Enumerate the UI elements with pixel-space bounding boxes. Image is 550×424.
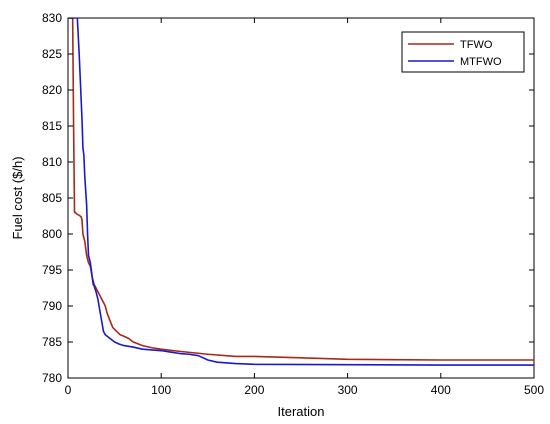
- y-tick-label: 785: [42, 335, 62, 349]
- x-tick-label: 500: [524, 383, 544, 397]
- legend: TFWO MTFWO: [401, 31, 525, 73]
- legend-label-tfwo: TFWO: [460, 39, 493, 51]
- series-line-mtfwo: [68, 18, 534, 366]
- legend-label-mtfwo: MTFWO: [460, 56, 502, 68]
- x-tick-label: 200: [244, 383, 264, 397]
- y-tick-label: 795: [42, 263, 62, 277]
- x-tick-label: 300: [338, 383, 358, 397]
- y-tick-label: 780: [42, 371, 62, 385]
- plot-frame: [67, 17, 535, 379]
- x-axis-label: Iteration: [278, 404, 325, 419]
- y-tick-label: 825: [42, 47, 62, 61]
- y-tick-label: 800: [42, 227, 62, 241]
- y-tick-label: 815: [42, 119, 62, 133]
- plot-area: 0 100 200 300 400 500 780 785 790 795 800 805 810 81…: [42, 11, 544, 397]
- x-tick-label: 400: [431, 383, 451, 397]
- y-tick-label: 805: [42, 191, 62, 205]
- y-axis-ticks: 780 785 790 795 800 805 810 815 820 825 830: [42, 11, 534, 385]
- legend-box: [401, 31, 525, 73]
- y-tick-label: 790: [42, 299, 62, 313]
- x-tick-label: 100: [151, 383, 171, 397]
- series-line-tfwo: [68, 18, 534, 361]
- y-axis-label: Fuel cost ($/h): [10, 156, 25, 239]
- x-tick-label: 0: [65, 383, 72, 397]
- y-tick-label: 820: [42, 83, 62, 97]
- x-axis-ticks: 0 100 200 300 400 500: [65, 18, 544, 397]
- y-tick-label: 810: [42, 155, 62, 169]
- y-tick-label: 830: [42, 11, 62, 25]
- series-layer: [68, 18, 534, 366]
